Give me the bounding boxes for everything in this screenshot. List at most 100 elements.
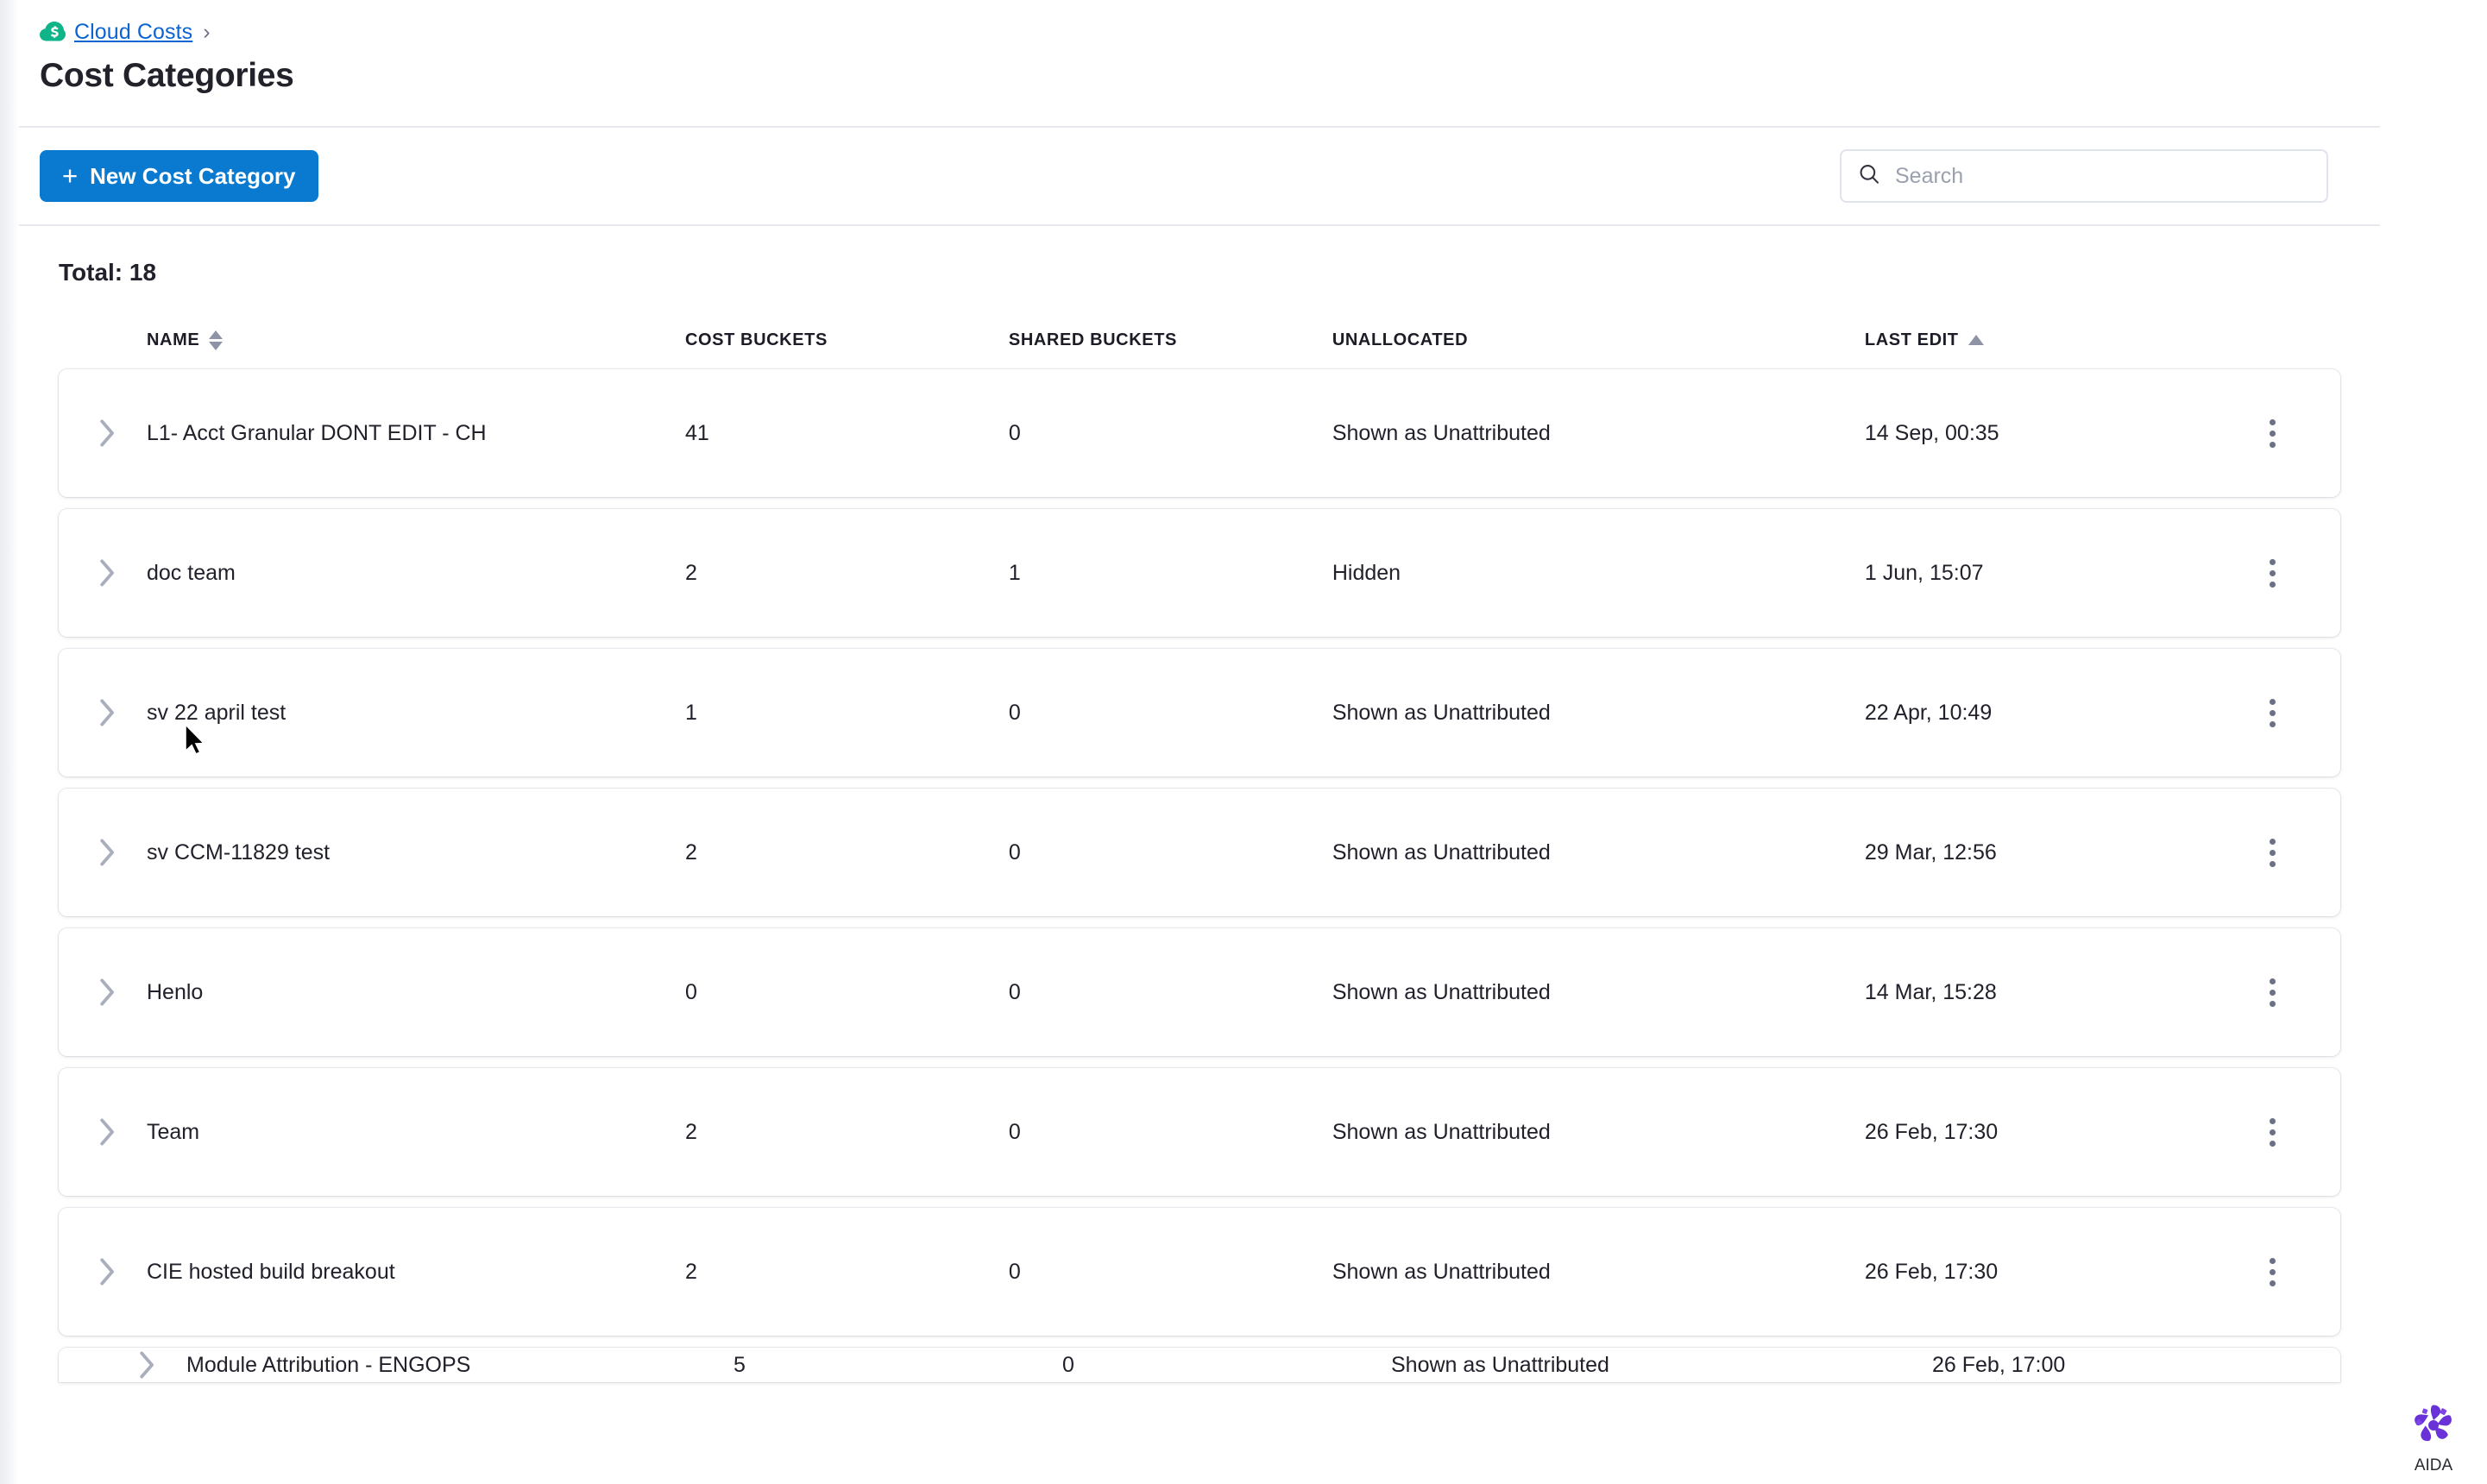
table-row[interactable]: sv 22 april test 1 0 Shown as Unattribut… [59,649,2340,777]
row-last-edit: 14 Sep, 00:35 [1864,420,1999,445]
chevron-right-icon[interactable] [98,978,147,1007]
new-cost-category-label: New Cost Category [90,162,296,189]
row-cost-buckets: 5 [734,1352,746,1377]
sort-toggle-name-icon[interactable] [209,330,224,350]
column-header-shared-buckets-label: SHARED BUCKETS [1008,330,1177,349]
row-unallocated: Shown as Unattributed [1332,979,1551,1004]
row-last-edit: 26 Feb, 17:30 [1864,1259,1999,1284]
table-row[interactable]: Module Attribution - ENGOPS 5 0 Shown as… [59,1348,2340,1382]
table-row[interactable]: Henlo 0 0 Shown as Unattributed 14 Mar, … [59,928,2340,1056]
row-actions[interactable] [2205,1257,2340,1286]
new-cost-category-button[interactable]: + New Cost Category [40,150,318,202]
table-row[interactable]: L1- Acct Granular DONT EDIT - CH 41 0 Sh… [59,369,2340,497]
search-input[interactable] [1840,149,2328,203]
row-name: Team [147,1119,200,1144]
aida-pinwheel-icon [2408,1400,2459,1455]
table-row[interactable]: Team 2 0 Shown as Unattributed 26 Feb, 1… [59,1068,2340,1196]
kebab-menu-icon[interactable] [2269,418,2276,448]
chevron-right-icon[interactable] [98,838,147,867]
row-actions[interactable] [2205,838,2340,867]
chevron-right-icon[interactable] [98,1257,147,1286]
row-last-edit: 29 Mar, 12:56 [1864,839,1997,865]
main-column: Cloud Costs › Cost Categories + New Cost… [19,0,2380,1484]
row-name: sv 22 april test [147,700,286,725]
row-actions[interactable] [2205,1117,2340,1147]
row-shared-buckets: 0 [1062,1352,1074,1377]
row-actions[interactable] [2205,978,2340,1007]
row-actions[interactable] [2205,558,2340,588]
row-shared-buckets: 0 [1008,1259,1021,1284]
row-shared-buckets: 0 [1008,420,1021,445]
content-area: Total: 18 NAME COST BUCKETS SHARED BUCKE… [19,226,2380,1382]
column-header-unallocated-label: UNALLOCATED [1332,330,1469,349]
left-gutter [0,0,19,1484]
sort-ascending-icon[interactable] [1968,335,1984,345]
breadcrumb-link-cloud-costs[interactable]: Cloud Costs [74,19,193,44]
row-unallocated: Shown as Unattributed [1332,1259,1551,1284]
row-actions[interactable] [2205,698,2340,727]
column-header-unallocated[interactable]: UNALLOCATED [1332,330,1865,350]
table-header-row: NAME COST BUCKETS SHARED BUCKETS UNALLOC… [59,316,2340,364]
column-header-last-edit-label: LAST EDIT [1864,330,1959,349]
kebab-menu-icon[interactable] [2269,1257,2276,1286]
kebab-menu-icon[interactable] [2269,978,2276,1007]
kebab-menu-icon[interactable] [2269,558,2276,588]
row-name: Henlo [147,979,204,1004]
column-header-cost-buckets[interactable]: COST BUCKETS [685,330,1009,350]
row-shared-buckets: 0 [1008,700,1021,725]
column-header-shared-buckets[interactable]: SHARED BUCKETS [1009,330,1332,350]
row-name: L1- Acct Granular DONT EDIT - CH [147,420,487,445]
row-name: sv CCM-11829 test [147,839,331,865]
column-header-name[interactable]: NAME [147,330,685,350]
row-last-edit: 26 Feb, 17:00 [1932,1352,2066,1377]
chevron-right-icon[interactable] [138,1350,186,1380]
column-header-last-edit[interactable]: LAST EDIT [1865,330,2205,350]
table-body: L1- Acct Granular DONT EDIT - CH 41 0 Sh… [59,369,2340,1382]
page-title: Cost Categories [40,57,294,94]
breadcrumb: Cloud Costs › [40,19,2380,45]
row-last-edit: 22 Apr, 10:49 [1864,700,1993,725]
row-cost-buckets: 1 [684,700,697,725]
row-unallocated: Shown as Unattributed [1391,1352,1609,1377]
row-unallocated: Shown as Unattributed [1332,1119,1551,1144]
aida-widget[interactable]: AIDA [2392,1400,2475,1475]
chevron-right-icon[interactable] [98,1117,147,1147]
column-header-name-label: NAME [147,330,200,349]
table-row[interactable]: CIE hosted build breakout 2 0 Shown as U… [59,1208,2340,1336]
row-cost-buckets: 41 [684,420,709,445]
kebab-menu-icon[interactable] [2269,1117,2276,1147]
row-cost-buckets: 0 [684,979,697,1004]
chevron-right-icon[interactable] [98,698,147,727]
row-last-edit: 1 Jun, 15:07 [1864,560,1984,585]
right-rail [2380,0,2487,1484]
row-shared-buckets: 0 [1008,979,1021,1004]
row-cost-buckets: 2 [684,1259,697,1284]
page-header: Cloud Costs › Cost Categories [19,0,2380,128]
cloud-dollar-icon [40,22,66,42]
row-unallocated: Hidden [1332,560,1401,585]
row-actions[interactable] [2205,418,2340,448]
table-row[interactable]: doc team 2 1 Hidden 1 Jun, 15:07 [59,509,2340,637]
row-shared-buckets: 0 [1008,1119,1021,1144]
table-row[interactable]: sv CCM-11829 test 2 0 Shown as Unattribu… [59,789,2340,916]
row-name: doc team [147,560,236,585]
column-header-cost-buckets-label: COST BUCKETS [684,330,828,349]
row-actions[interactable] [2277,1351,2340,1380]
row-unallocated: Shown as Unattributed [1332,839,1551,865]
row-cost-buckets: 2 [684,560,697,585]
row-cost-buckets: 2 [684,1119,697,1144]
total-count: Total: 18 [59,259,157,286]
kebab-menu-icon[interactable] [2269,698,2276,727]
row-name: CIE hosted build breakout [147,1259,395,1284]
row-name: Module Attribution - ENGOPS [186,1352,471,1377]
cost-categories-table: NAME COST BUCKETS SHARED BUCKETS UNALLOC… [19,316,2380,1382]
chevron-right-icon[interactable] [98,558,147,588]
chevron-right-icon[interactable] [98,418,147,448]
toolbar: + New Cost Category [19,128,2380,226]
row-shared-buckets: 1 [1008,560,1021,585]
row-cost-buckets: 2 [684,839,697,865]
row-unallocated: Shown as Unattributed [1332,420,1551,445]
kebab-menu-icon[interactable] [2269,838,2276,867]
row-shared-buckets: 0 [1008,839,1021,865]
